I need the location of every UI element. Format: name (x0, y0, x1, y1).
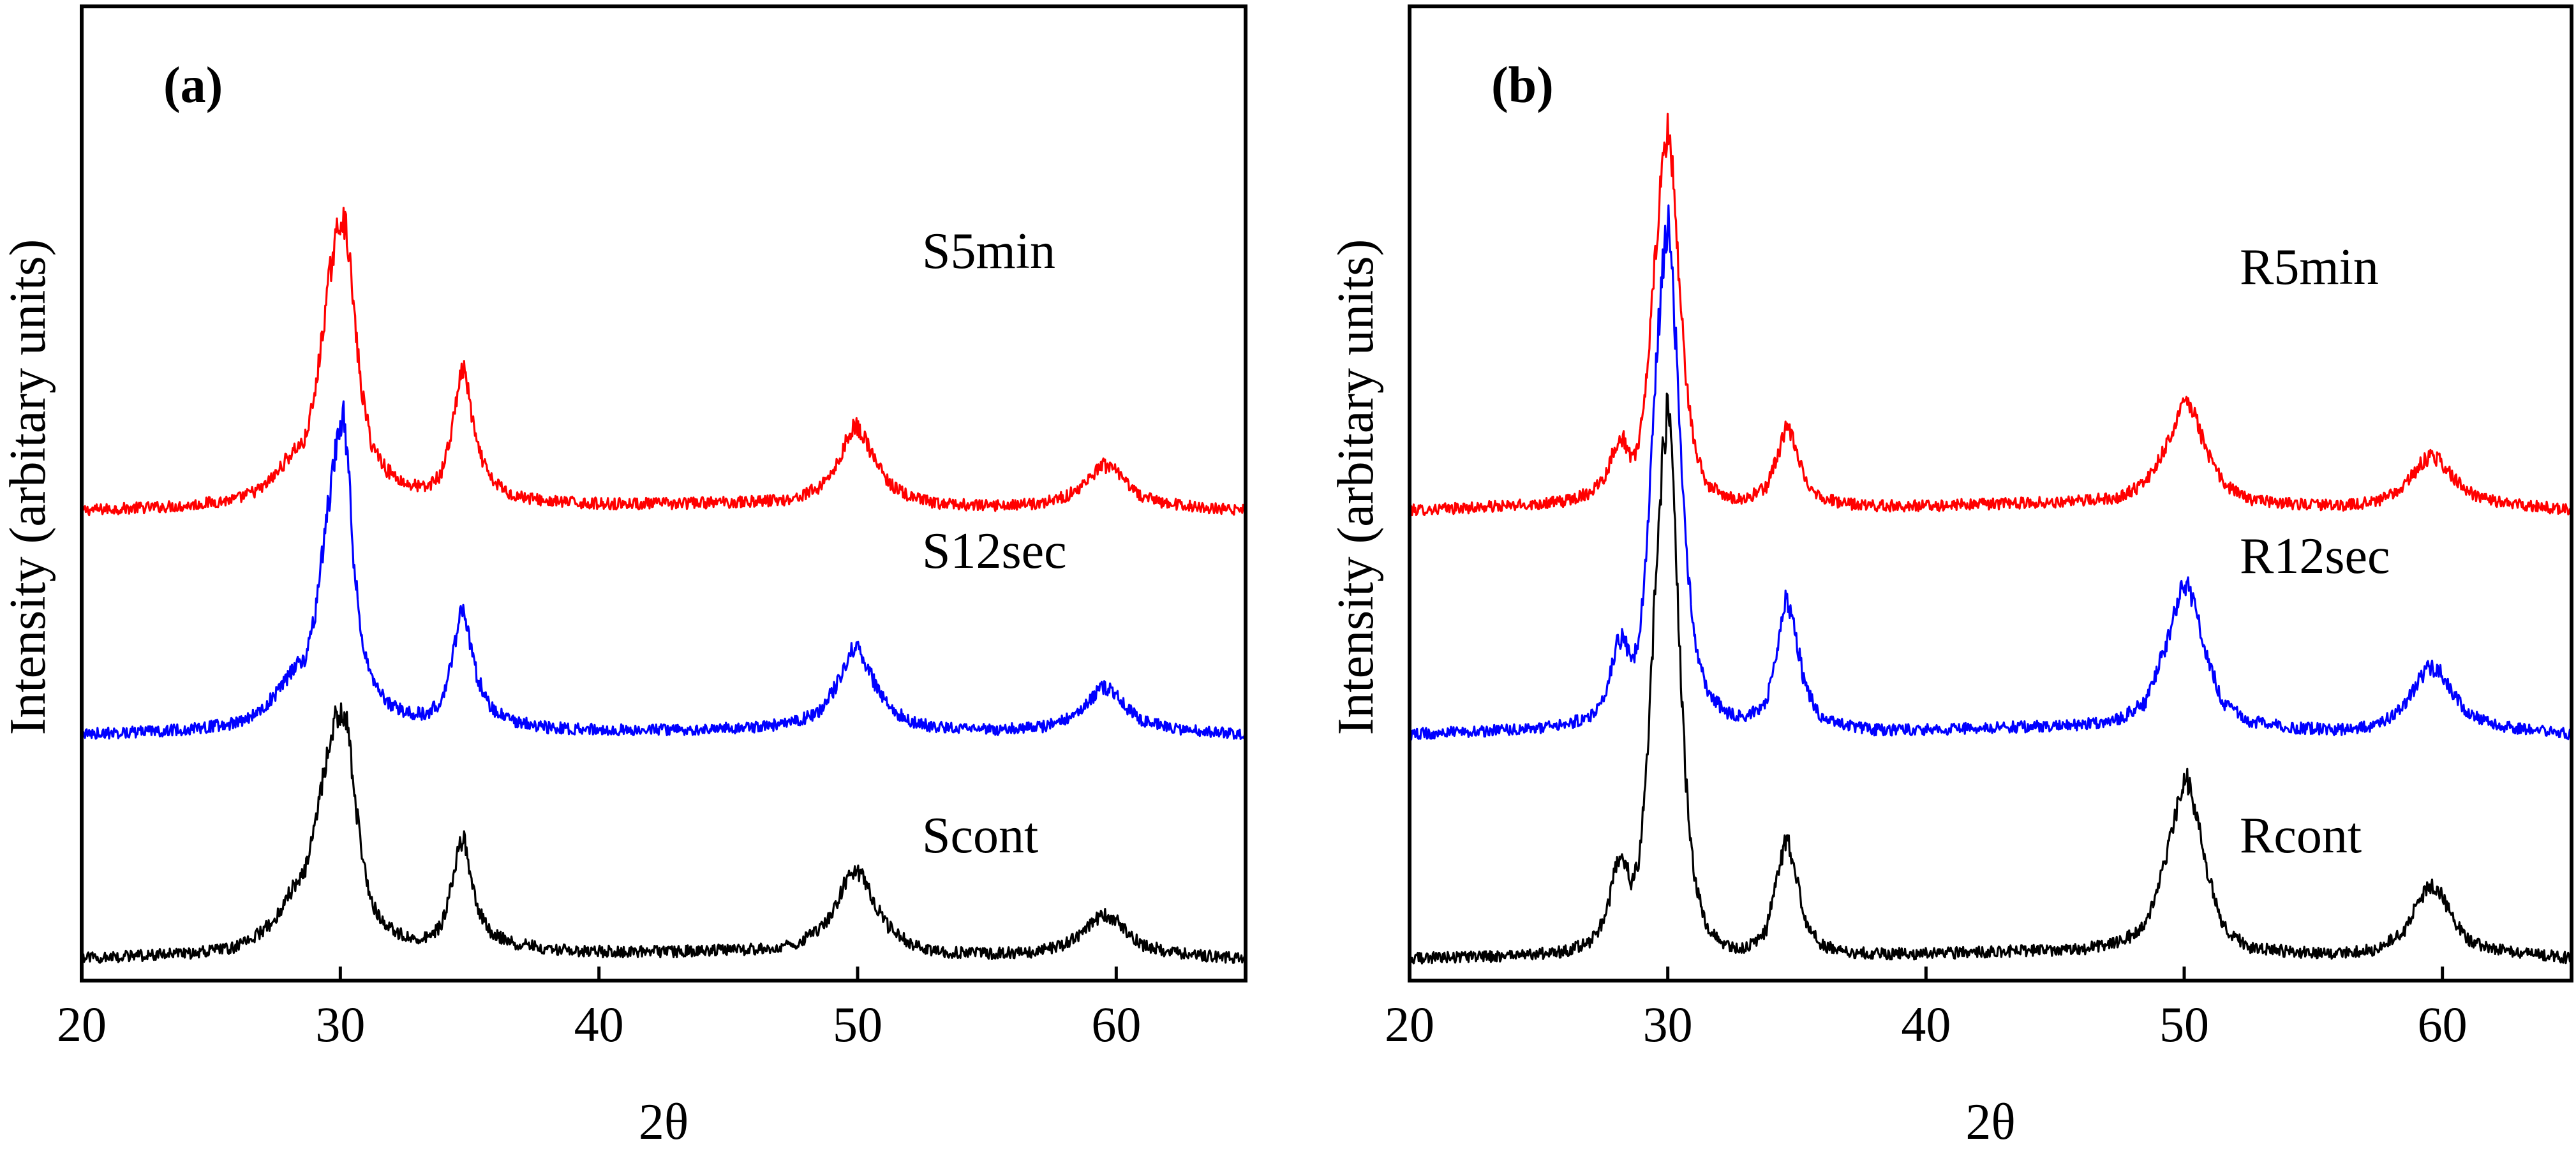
series-label-rcont: Rcont (2240, 808, 2362, 864)
series-line-rcont (1409, 392, 2573, 965)
traces-a (80, 207, 1247, 964)
traces-b (1408, 112, 2573, 965)
panel-b: 20 30 40 50 60 (b) 2θ Intensity (arbitary un… (1328, 4, 2573, 1149)
x-tick-label-40: 40 (574, 997, 624, 1052)
y-axis-label-a: Intensity (arbitary units) (0, 239, 56, 736)
x-tick-label-30: 30 (315, 997, 365, 1052)
series-label-s5min: S5min (922, 223, 1055, 279)
x-tick-label-60: 60 (2418, 997, 2468, 1052)
x-tick-labels-a: 20 30 40 50 60 (57, 997, 1141, 1052)
x-ticks-a (80, 967, 1118, 981)
plot-frame-a (80, 4, 1247, 982)
x-ticks-b (1408, 967, 2445, 981)
series-label-r5min: R5min (2240, 239, 2379, 295)
x-tick-label-20: 20 (1385, 997, 1434, 1052)
panel-label-b: (b) (1491, 57, 1554, 114)
x-tick-label-60: 60 (1091, 997, 1141, 1052)
x-tick-label-30: 30 (1643, 997, 1693, 1052)
x-axis-label-b: 2θ (1965, 1094, 2015, 1149)
x-tick-label-20: 20 (57, 997, 107, 1052)
series-line-s12sec (80, 400, 1247, 740)
x-tick-label-40: 40 (1901, 997, 1951, 1052)
series-label-scont: Scont (922, 808, 1038, 864)
series-label-s12sec: S12sec (922, 523, 1067, 579)
panel-label-a: (a) (163, 57, 223, 114)
series-line-s5min (80, 207, 1247, 517)
y-axis-label-b: Intensity (arbitary units) (1328, 239, 1384, 736)
x-tick-labels-b: 20 30 40 50 60 (1385, 997, 2468, 1052)
series-line-scont (80, 702, 1246, 964)
x-tick-label-50: 50 (833, 997, 882, 1052)
x-axis-label-a: 2θ (639, 1094, 689, 1149)
series-line-r5min (1408, 112, 2573, 517)
plot-frame-b (1408, 4, 2573, 982)
series-label-r12sec: R12sec (2240, 528, 2390, 584)
series-line-r12sec (1408, 204, 2573, 741)
panel-a: 20 30 40 50 60 (a) 2θ Intensity (arbitary un… (0, 4, 1247, 1149)
x-tick-label-50: 50 (2159, 997, 2209, 1052)
